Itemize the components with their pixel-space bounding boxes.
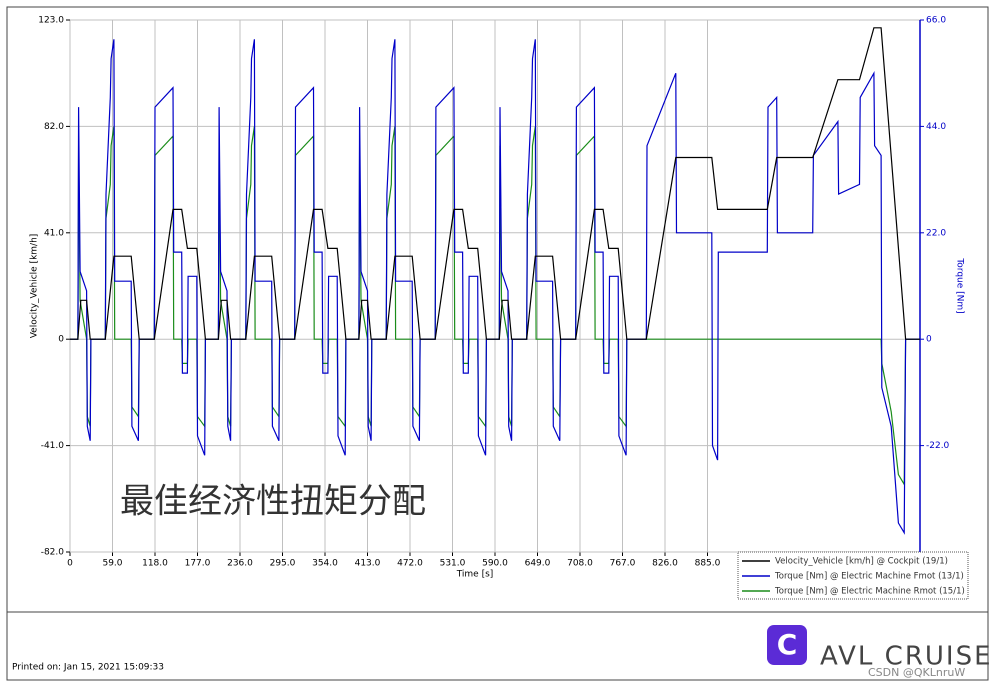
x-tick-label: 0 bbox=[67, 559, 73, 569]
x-tick-label: 531.0 bbox=[440, 559, 466, 569]
series-line bbox=[70, 39, 920, 535]
brand-icon: C bbox=[777, 628, 798, 661]
legend-label: Velocity_Vehicle [km/h] @ Cockpit (19/1) bbox=[775, 557, 948, 567]
y2-tick-label: 66.0 bbox=[926, 16, 946, 26]
y-tick-label: 82.0 bbox=[44, 122, 64, 132]
legend-box bbox=[737, 551, 969, 600]
brand-name: AVL CRUISE bbox=[820, 642, 993, 672]
x-tick-label: 649.0 bbox=[525, 559, 551, 569]
legend-label: Torque [Nm] @ Electric Machine Rmot (15/… bbox=[774, 587, 965, 597]
legend-label: Torque [Nm] @ Electric Machine Fmot (13/… bbox=[774, 572, 964, 582]
x-tick-label: 236.0 bbox=[227, 559, 253, 569]
y-tick-label: -82.0 bbox=[41, 548, 65, 558]
x-tick-label: 295.0 bbox=[270, 559, 296, 569]
plot-area: 0 59.0 118.0 177.0 236.0 295.0 354.0 413.0 472.0… bbox=[38, 16, 949, 569]
y2-tick-label: 44.0 bbox=[926, 122, 946, 132]
legend: Velocity_Vehicle [km/h] @ Cockpit (19/1)… bbox=[737, 551, 969, 600]
y-tick-label: 0 bbox=[58, 335, 64, 345]
x-tick-label: 472.0 bbox=[397, 559, 423, 569]
x-tick-label: 59.0 bbox=[102, 559, 122, 569]
brand-logo bbox=[767, 625, 807, 665]
series-line bbox=[70, 27, 920, 340]
x-tick-label: 708.0 bbox=[567, 559, 593, 569]
y2-axis-label: Torque [Nm] bbox=[955, 257, 965, 313]
x-axis-label: Time [s] bbox=[456, 570, 494, 580]
watermark: CSDN @QKLnruW bbox=[868, 666, 965, 679]
y-tick-label: -41.0 bbox=[41, 441, 65, 451]
annotation: 最佳经济性扭矩分配 bbox=[120, 482, 426, 522]
x-tick-label: 354.0 bbox=[312, 559, 338, 569]
y2-tick-label: 0 bbox=[926, 335, 932, 345]
x-tick-label: 826.0 bbox=[652, 559, 678, 569]
y-tick-label: 41.0 bbox=[44, 228, 64, 238]
x-tick-label: 177.0 bbox=[185, 559, 211, 569]
x-tick-label: 767.0 bbox=[610, 559, 636, 569]
y2-tick-label: 22.0 bbox=[926, 228, 946, 238]
footer-text: Printed on: Jan 15, 2021 15:09:33 bbox=[12, 663, 164, 673]
y-axis-label: Velocity_Vehicle [km/h] bbox=[30, 234, 40, 339]
y-tick-label: 123.0 bbox=[38, 16, 64, 26]
x-tick-label: 590.0 bbox=[482, 559, 508, 569]
x-tick-label: 118.0 bbox=[142, 559, 168, 569]
x-tick-label: 885.0 bbox=[695, 559, 721, 569]
y2-tick-label: -22.0 bbox=[926, 441, 950, 451]
x-tick-label: 413.0 bbox=[355, 559, 381, 569]
